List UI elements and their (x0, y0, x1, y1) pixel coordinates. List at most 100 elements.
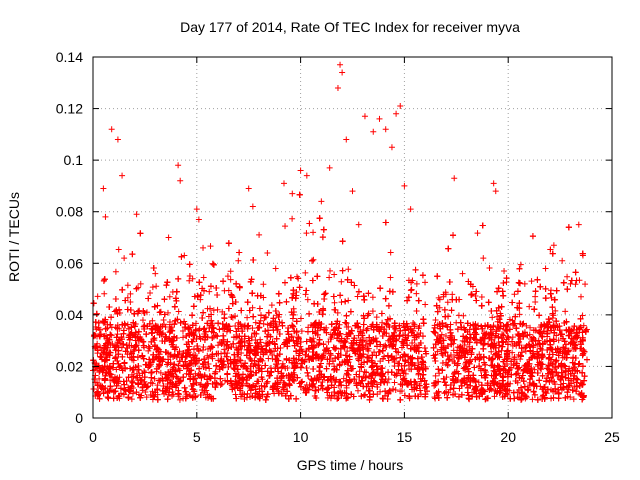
data-point (570, 396, 577, 403)
data-point (444, 299, 451, 306)
data-point (526, 303, 533, 310)
data-point (360, 392, 367, 399)
data-point (338, 278, 345, 285)
data-point (257, 317, 264, 324)
data-point (334, 309, 341, 316)
data-point (237, 357, 244, 364)
data-point (391, 363, 398, 370)
data-point (344, 333, 351, 340)
data-point (137, 280, 144, 287)
data-point (338, 392, 345, 399)
data-point (210, 307, 217, 314)
data-point (219, 340, 226, 347)
data-point (564, 273, 571, 280)
data-point (567, 394, 574, 401)
data-point (354, 387, 361, 394)
data-point (338, 299, 345, 306)
data-point (303, 172, 310, 179)
data-point (436, 370, 443, 377)
data-point (304, 296, 311, 303)
data-point (147, 289, 154, 296)
data-point (334, 395, 341, 402)
data-point (139, 317, 146, 324)
data-point (559, 257, 566, 264)
data-point (362, 341, 369, 348)
data-point (179, 328, 186, 335)
data-point (249, 304, 256, 311)
data-point (393, 110, 400, 117)
data-point (472, 293, 479, 300)
data-point (297, 167, 304, 174)
data-point (399, 376, 406, 383)
data-point (303, 381, 310, 388)
data-point (418, 378, 425, 385)
data-point (434, 348, 441, 355)
data-point (108, 332, 115, 339)
data-point (336, 321, 343, 328)
data-point (490, 180, 497, 187)
data-point (133, 211, 140, 218)
data-point (232, 391, 239, 398)
data-point (192, 320, 199, 327)
data-point (532, 293, 539, 300)
data-points (90, 61, 590, 403)
data-point (511, 291, 518, 298)
data-point (432, 372, 439, 379)
data-point (555, 337, 562, 344)
data-point (450, 347, 457, 354)
data-point (189, 275, 196, 282)
data-point (157, 369, 164, 376)
data-point (224, 273, 231, 280)
data-point (343, 136, 350, 143)
data-point (127, 349, 134, 356)
data-point (354, 293, 361, 300)
data-point (478, 294, 485, 301)
data-point (528, 278, 535, 285)
data-point (288, 333, 295, 340)
data-point (169, 392, 176, 399)
data-point (574, 384, 581, 391)
data-point (326, 274, 333, 281)
data-point (221, 287, 228, 294)
data-point (570, 354, 577, 361)
data-point (582, 281, 589, 288)
data-point (331, 299, 338, 306)
data-point (118, 344, 125, 351)
data-point (303, 230, 310, 237)
data-point (344, 348, 351, 355)
data-point (413, 290, 420, 297)
data-point (260, 281, 267, 288)
data-point (538, 366, 545, 373)
data-point (475, 379, 482, 386)
data-point (249, 203, 256, 210)
data-point (486, 264, 493, 271)
data-point (501, 268, 508, 275)
data-point (407, 206, 414, 213)
data-point (383, 330, 390, 337)
data-point (332, 306, 339, 313)
data-point (525, 386, 532, 393)
data-point (177, 177, 184, 184)
data-point (152, 270, 159, 277)
data-point (518, 396, 525, 403)
data-point (369, 308, 376, 315)
data-point (555, 372, 562, 379)
data-point (124, 321, 131, 328)
data-point (149, 284, 156, 291)
data-point (363, 338, 370, 345)
data-point (235, 257, 242, 264)
data-point (531, 366, 538, 373)
data-point (345, 297, 352, 304)
data-point (349, 188, 356, 195)
data-point (397, 102, 404, 109)
data-point (538, 332, 545, 339)
data-point (302, 269, 309, 276)
data-point (431, 394, 438, 401)
data-point (94, 293, 101, 300)
data-point (302, 291, 309, 298)
data-point (176, 396, 183, 403)
data-point (579, 312, 586, 319)
data-point (572, 281, 579, 288)
data-point (369, 294, 376, 301)
